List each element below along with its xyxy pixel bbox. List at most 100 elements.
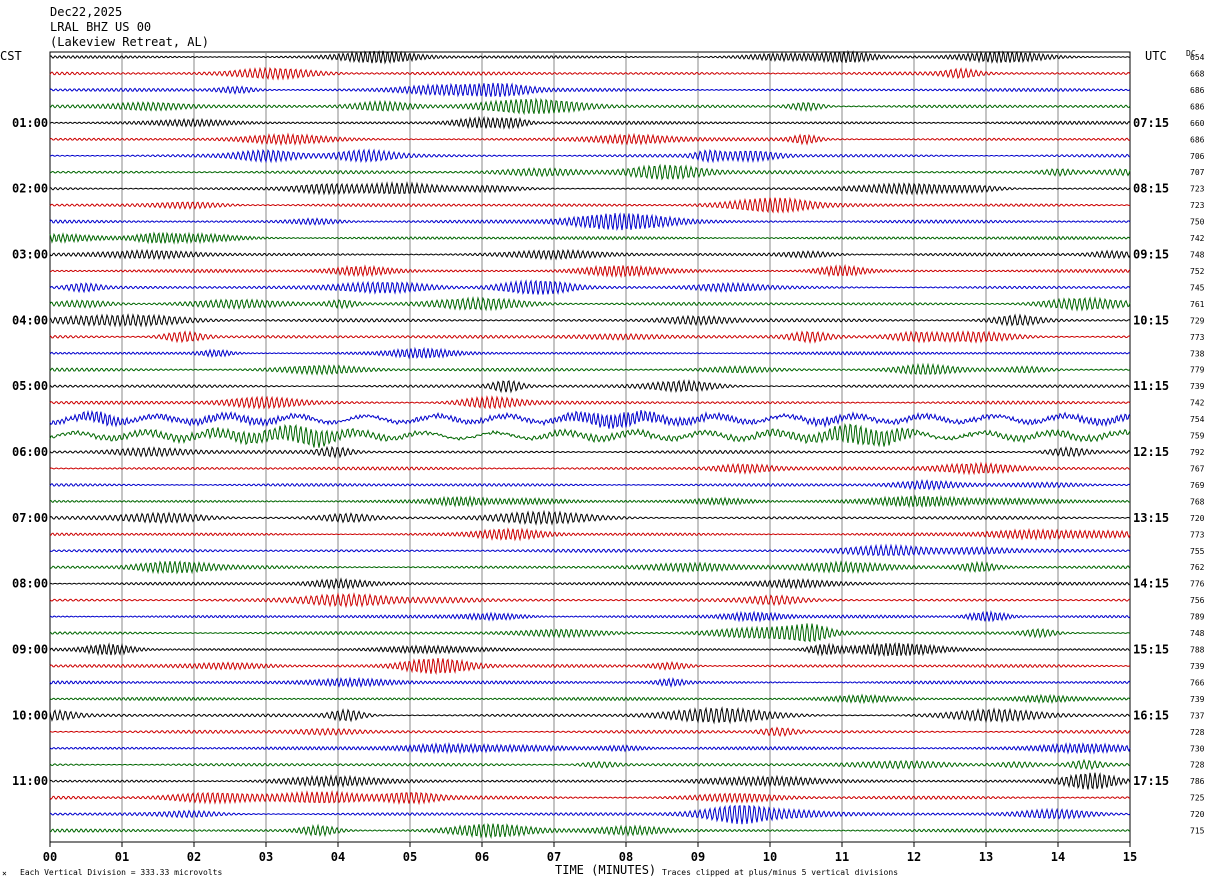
dc-offset-label: 786	[1190, 777, 1205, 786]
dc-offset-labels: 654 668 686 686 660 686 706 707 723 723 750 742 748 7…	[1190, 53, 1205, 836]
trace-row	[49, 592, 1131, 609]
trace-row	[49, 49, 1131, 65]
trace-row	[49, 82, 1131, 98]
trace-row	[49, 330, 1131, 345]
trace-row	[49, 772, 1131, 790]
trace-row	[49, 461, 1131, 476]
x-tick-label: 05	[403, 850, 417, 864]
left-timezone-label: CST	[0, 49, 22, 63]
trace-row	[49, 693, 1131, 705]
x-axis-title: TIME (MINUTES)	[555, 863, 656, 877]
dc-offset-label: 739	[1190, 662, 1205, 671]
dc-offset-label: 768	[1190, 497, 1205, 506]
left-hour-label: 04:00	[12, 313, 48, 327]
dc-offset-label: 748	[1190, 629, 1205, 638]
x-tick-label: 13	[979, 850, 993, 864]
dc-offset-label: 723	[1190, 185, 1205, 194]
left-hour-label: 07:00	[12, 511, 48, 525]
x-tick-label: 01	[115, 850, 129, 864]
dc-offset-label: 762	[1190, 563, 1205, 572]
dc-offset-label: 739	[1190, 382, 1205, 391]
dc-offset-label: 737	[1190, 711, 1205, 720]
time-grid	[49, 51, 1131, 843]
x-tick-label: 14	[1051, 850, 1065, 864]
x-tick-label: 08	[619, 850, 633, 864]
left-hour-labels: 01:00 02:00 03:00 04:00 05:00 06:00 07:00 08:00…	[12, 116, 48, 788]
left-hour-label: 01:00	[12, 116, 48, 130]
dc-offset-label: 686	[1190, 135, 1205, 144]
trace-row	[49, 658, 1131, 676]
right-hour-labels: 07:15 08:15 09:15 10:15 11:15 12:15 13:15 14:15…	[1133, 116, 1169, 788]
trace-row	[49, 395, 1131, 410]
dc-offset-label: 738	[1190, 349, 1205, 358]
dc-offset-label: 776	[1190, 580, 1205, 589]
right-hour-label: 10:15	[1133, 313, 1169, 327]
left-hour-label: 08:00	[12, 577, 48, 591]
trace-row	[49, 804, 1131, 825]
dc-offset-label: 729	[1190, 316, 1205, 325]
trace-row	[49, 676, 1131, 689]
plot-frame	[49, 51, 1131, 843]
dc-offset-label: 742	[1190, 399, 1205, 408]
trace-row	[49, 445, 1131, 459]
right-timezone-label: UTC	[1145, 49, 1167, 63]
clip-note: Traces clipped at plus/minus 5 vertical …	[662, 868, 898, 877]
trace-row	[49, 263, 1131, 279]
dc-offset-label: 789	[1190, 613, 1205, 622]
x-tick-label: 04	[331, 850, 345, 864]
trace-row	[49, 641, 1131, 657]
seismic-traces	[49, 49, 1131, 839]
dc-offset-label: 707	[1190, 168, 1205, 177]
trace-row	[49, 346, 1131, 360]
trace-row	[49, 181, 1131, 196]
x-tick-label: 07	[547, 850, 561, 864]
dc-offset-label: 779	[1190, 366, 1205, 375]
trace-row	[49, 742, 1131, 755]
dc-offset-label: 745	[1190, 283, 1205, 292]
dc-offset-label: 773	[1190, 530, 1205, 539]
dc-offset-label: 759	[1190, 432, 1205, 441]
trace-row	[49, 163, 1131, 181]
dc-offset-label: 660	[1190, 119, 1205, 128]
dc-offset-label: 766	[1190, 678, 1205, 687]
right-hour-label: 11:15	[1133, 379, 1169, 393]
x-tick-label: 10	[763, 850, 777, 864]
dc-offset-label: 728	[1190, 761, 1205, 770]
trace-row	[49, 822, 1131, 839]
left-hour-label: 10:00	[12, 708, 48, 722]
trace-row	[49, 726, 1131, 737]
trace-row	[49, 479, 1131, 491]
right-hour-label: 09:15	[1133, 248, 1169, 262]
dc-offset-label: 720	[1190, 810, 1205, 819]
trace-row	[49, 132, 1131, 147]
trace-row	[49, 609, 1131, 623]
station-label: LRAL BHZ US 00	[50, 20, 151, 34]
dc-column-label: DC	[1186, 49, 1196, 58]
dc-offset-label: 723	[1190, 201, 1205, 210]
left-hour-label: 06:00	[12, 445, 48, 459]
right-hour-label: 07:15	[1133, 116, 1169, 130]
x-tick-label: 06	[475, 850, 489, 864]
trace-row	[49, 494, 1131, 509]
dc-offset-label: 668	[1190, 69, 1205, 78]
dc-offset-label: 748	[1190, 251, 1205, 260]
trace-row	[49, 66, 1131, 81]
right-hour-label: 12:15	[1133, 445, 1169, 459]
trace-row	[49, 560, 1131, 575]
right-hour-label: 13:15	[1133, 511, 1169, 525]
dc-offset-label: 720	[1190, 514, 1205, 523]
dc-offset-label: 686	[1190, 102, 1205, 111]
dc-offset-label: 755	[1190, 547, 1205, 556]
trace-row	[49, 706, 1131, 725]
trace-row	[49, 379, 1131, 394]
dc-offset-label: 767	[1190, 464, 1205, 473]
dc-offset-label: 792	[1190, 448, 1205, 457]
location-label: (Lakeview Retreat, AL)	[50, 35, 209, 49]
scale-note: Each Vertical Division = 333.33 microvol…	[20, 868, 222, 877]
dc-offset-label: 728	[1190, 728, 1205, 737]
trace-row	[49, 248, 1131, 261]
dc-offset-label: 706	[1190, 152, 1205, 161]
trace-row	[49, 231, 1131, 245]
x-tick-label: 15	[1123, 850, 1137, 864]
